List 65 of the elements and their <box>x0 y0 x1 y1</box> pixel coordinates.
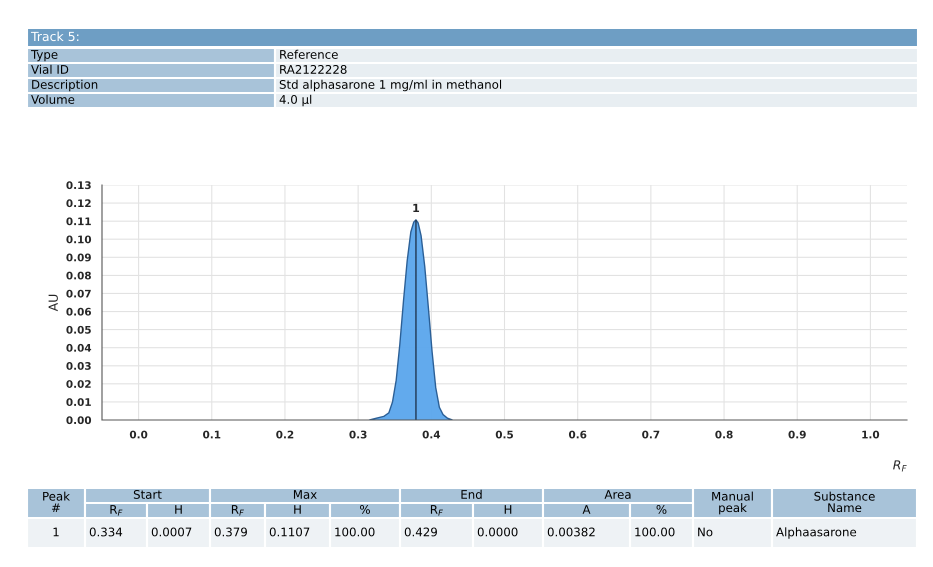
text: Alphaasarone <box>776 527 856 539</box>
text: Max <box>294 490 317 499</box>
x-tick-label: 0.0 <box>130 430 148 438</box>
text: R$_{F}$ <box>110 505 122 516</box>
y-tick-label: 0.02 <box>66 380 91 388</box>
text: 0.334 <box>90 527 122 536</box>
y-tick-label: 0.11 <box>66 217 91 226</box>
x-tick-label: 0.8 <box>715 430 733 438</box>
y-tick-label: 0.04 <box>66 344 92 352</box>
text: 0.00382 <box>548 527 595 536</box>
text: 0.379 <box>214 527 247 536</box>
x-tick-label: 0.2 <box>276 430 294 438</box>
x-tick-label: 0.9 <box>788 430 806 438</box>
x-tick-label: 0.5 <box>496 430 513 438</box>
text: Substance Name <box>814 492 875 512</box>
text: Start <box>134 490 162 499</box>
chart-title: Track 5: <box>30 31 78 42</box>
text: End <box>461 490 482 499</box>
y-tick-label: 0.01 <box>66 398 91 406</box>
text: Description <box>32 80 98 92</box>
x-tick-label: 0.7 <box>642 430 660 438</box>
y-tick-label: 0.06 <box>66 308 92 316</box>
text: 1 <box>54 528 59 536</box>
text: 0.1107 <box>270 527 310 536</box>
y-tick-label: 0.12 <box>66 199 91 208</box>
text: A <box>582 505 590 514</box>
x-tick-label: 0.1 <box>203 430 220 438</box>
text: Peak # <box>43 492 70 512</box>
y-tick-label: 0.00 <box>66 416 92 424</box>
text: RA2122228 <box>280 64 347 74</box>
y-tick-label: 0.10 <box>66 235 92 244</box>
x-tick-label: 0.4 <box>422 430 440 438</box>
text: R$_{F}$ <box>430 505 443 516</box>
text: % <box>360 504 370 514</box>
text: H <box>175 505 182 514</box>
text: % <box>656 504 666 514</box>
text: Volume <box>31 94 74 104</box>
x-tick-label: 0.3 <box>349 430 367 438</box>
text: 100.00 <box>635 527 675 536</box>
text: Vial ID <box>31 64 68 74</box>
x-axis-title: R$_{F}$ <box>893 460 907 472</box>
y-axis-title: AU <box>48 294 58 312</box>
y-tick-label: 0.03 <box>66 362 91 370</box>
text: Std alphasarone 1 mg/ml in methanol <box>280 80 502 92</box>
text: Area <box>604 490 631 499</box>
text: 100.00 <box>335 527 375 536</box>
y-tick-label: 0.13 <box>66 181 91 190</box>
y-tick-label: 0.07 <box>66 290 91 298</box>
text: 0.0007 <box>152 527 192 536</box>
text: R$_{F}$ <box>232 505 244 516</box>
text: 4.0 µl <box>280 94 312 106</box>
text: Manual peak <box>712 492 753 514</box>
annotation: 1 <box>413 204 420 212</box>
y-tick-label: 0.05 <box>66 326 91 334</box>
text: H <box>504 505 512 514</box>
text: H <box>294 505 301 514</box>
text: Type <box>30 50 58 62</box>
y-tick-label: 0.08 <box>66 272 91 280</box>
text: 0.0000 <box>478 527 518 536</box>
y-tick-label: 0.09 <box>66 254 91 262</box>
x-tick-label: 0.6 <box>568 430 586 438</box>
x-tick-label: 1.0 <box>862 430 880 438</box>
text: No <box>698 528 712 536</box>
text: 0.429 <box>404 527 437 536</box>
text: Reference <box>280 50 338 59</box>
